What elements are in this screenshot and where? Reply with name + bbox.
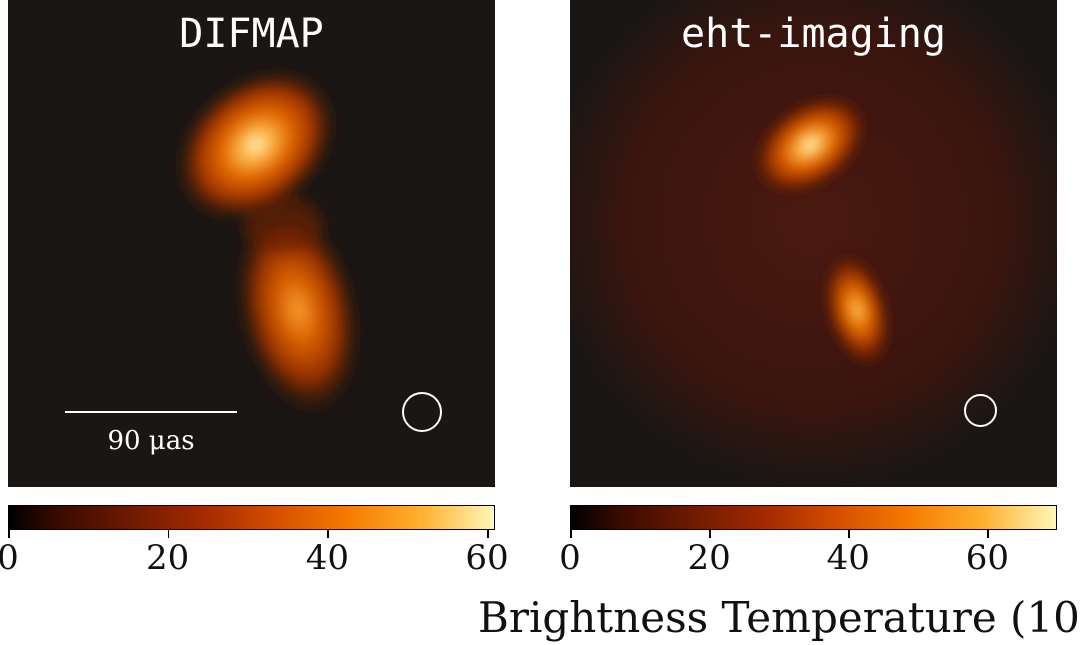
colorbar-right-tick xyxy=(709,530,711,538)
beam-circle-icon xyxy=(964,394,997,427)
eht-imaging-image-panel: eht-imaging xyxy=(570,0,1057,487)
colorbar-right-tick xyxy=(570,530,572,538)
scale-bar-label: 90 μas xyxy=(107,426,195,456)
difmap-image xyxy=(173,66,363,419)
eht-imaging-title: eht-imaging xyxy=(681,11,946,57)
colorbar-right-tick xyxy=(848,530,850,538)
colorbar-right-tick xyxy=(987,530,989,538)
colorbar-left-ticks xyxy=(8,530,495,540)
difmap-title: DIFMAP xyxy=(179,11,324,57)
colorbar-left-tick-label: 60 xyxy=(465,538,509,578)
colorbar-left-tick xyxy=(167,530,170,538)
colorbar-left-tick xyxy=(8,530,10,538)
colorbar-title: Brightness Temperature (10⁹ xyxy=(478,593,1080,642)
colorbar-left-tick-label: 40 xyxy=(305,538,349,578)
colorbar-right xyxy=(570,505,1057,530)
colorbar-left-tick-label: 0 xyxy=(0,538,19,578)
beam-circle-icon xyxy=(402,392,442,432)
colorbar-right-tick-label: 40 xyxy=(826,538,870,578)
colorbar-left xyxy=(8,505,495,530)
colorbar-right-tick-label: 20 xyxy=(687,538,731,578)
difmap-image-panel: DIFMAP 90 μas xyxy=(8,0,495,487)
colorbar-right-tick-label: 60 xyxy=(965,538,1010,578)
colorbar-left-tick xyxy=(327,530,329,538)
colorbar-left-tick xyxy=(487,530,489,538)
colorbar-right-tick-label: 0 xyxy=(559,538,581,578)
colorbar-left-tick-label: 20 xyxy=(146,538,190,578)
scale-bar xyxy=(65,411,237,413)
colorbar-right-ticks xyxy=(570,530,1057,540)
